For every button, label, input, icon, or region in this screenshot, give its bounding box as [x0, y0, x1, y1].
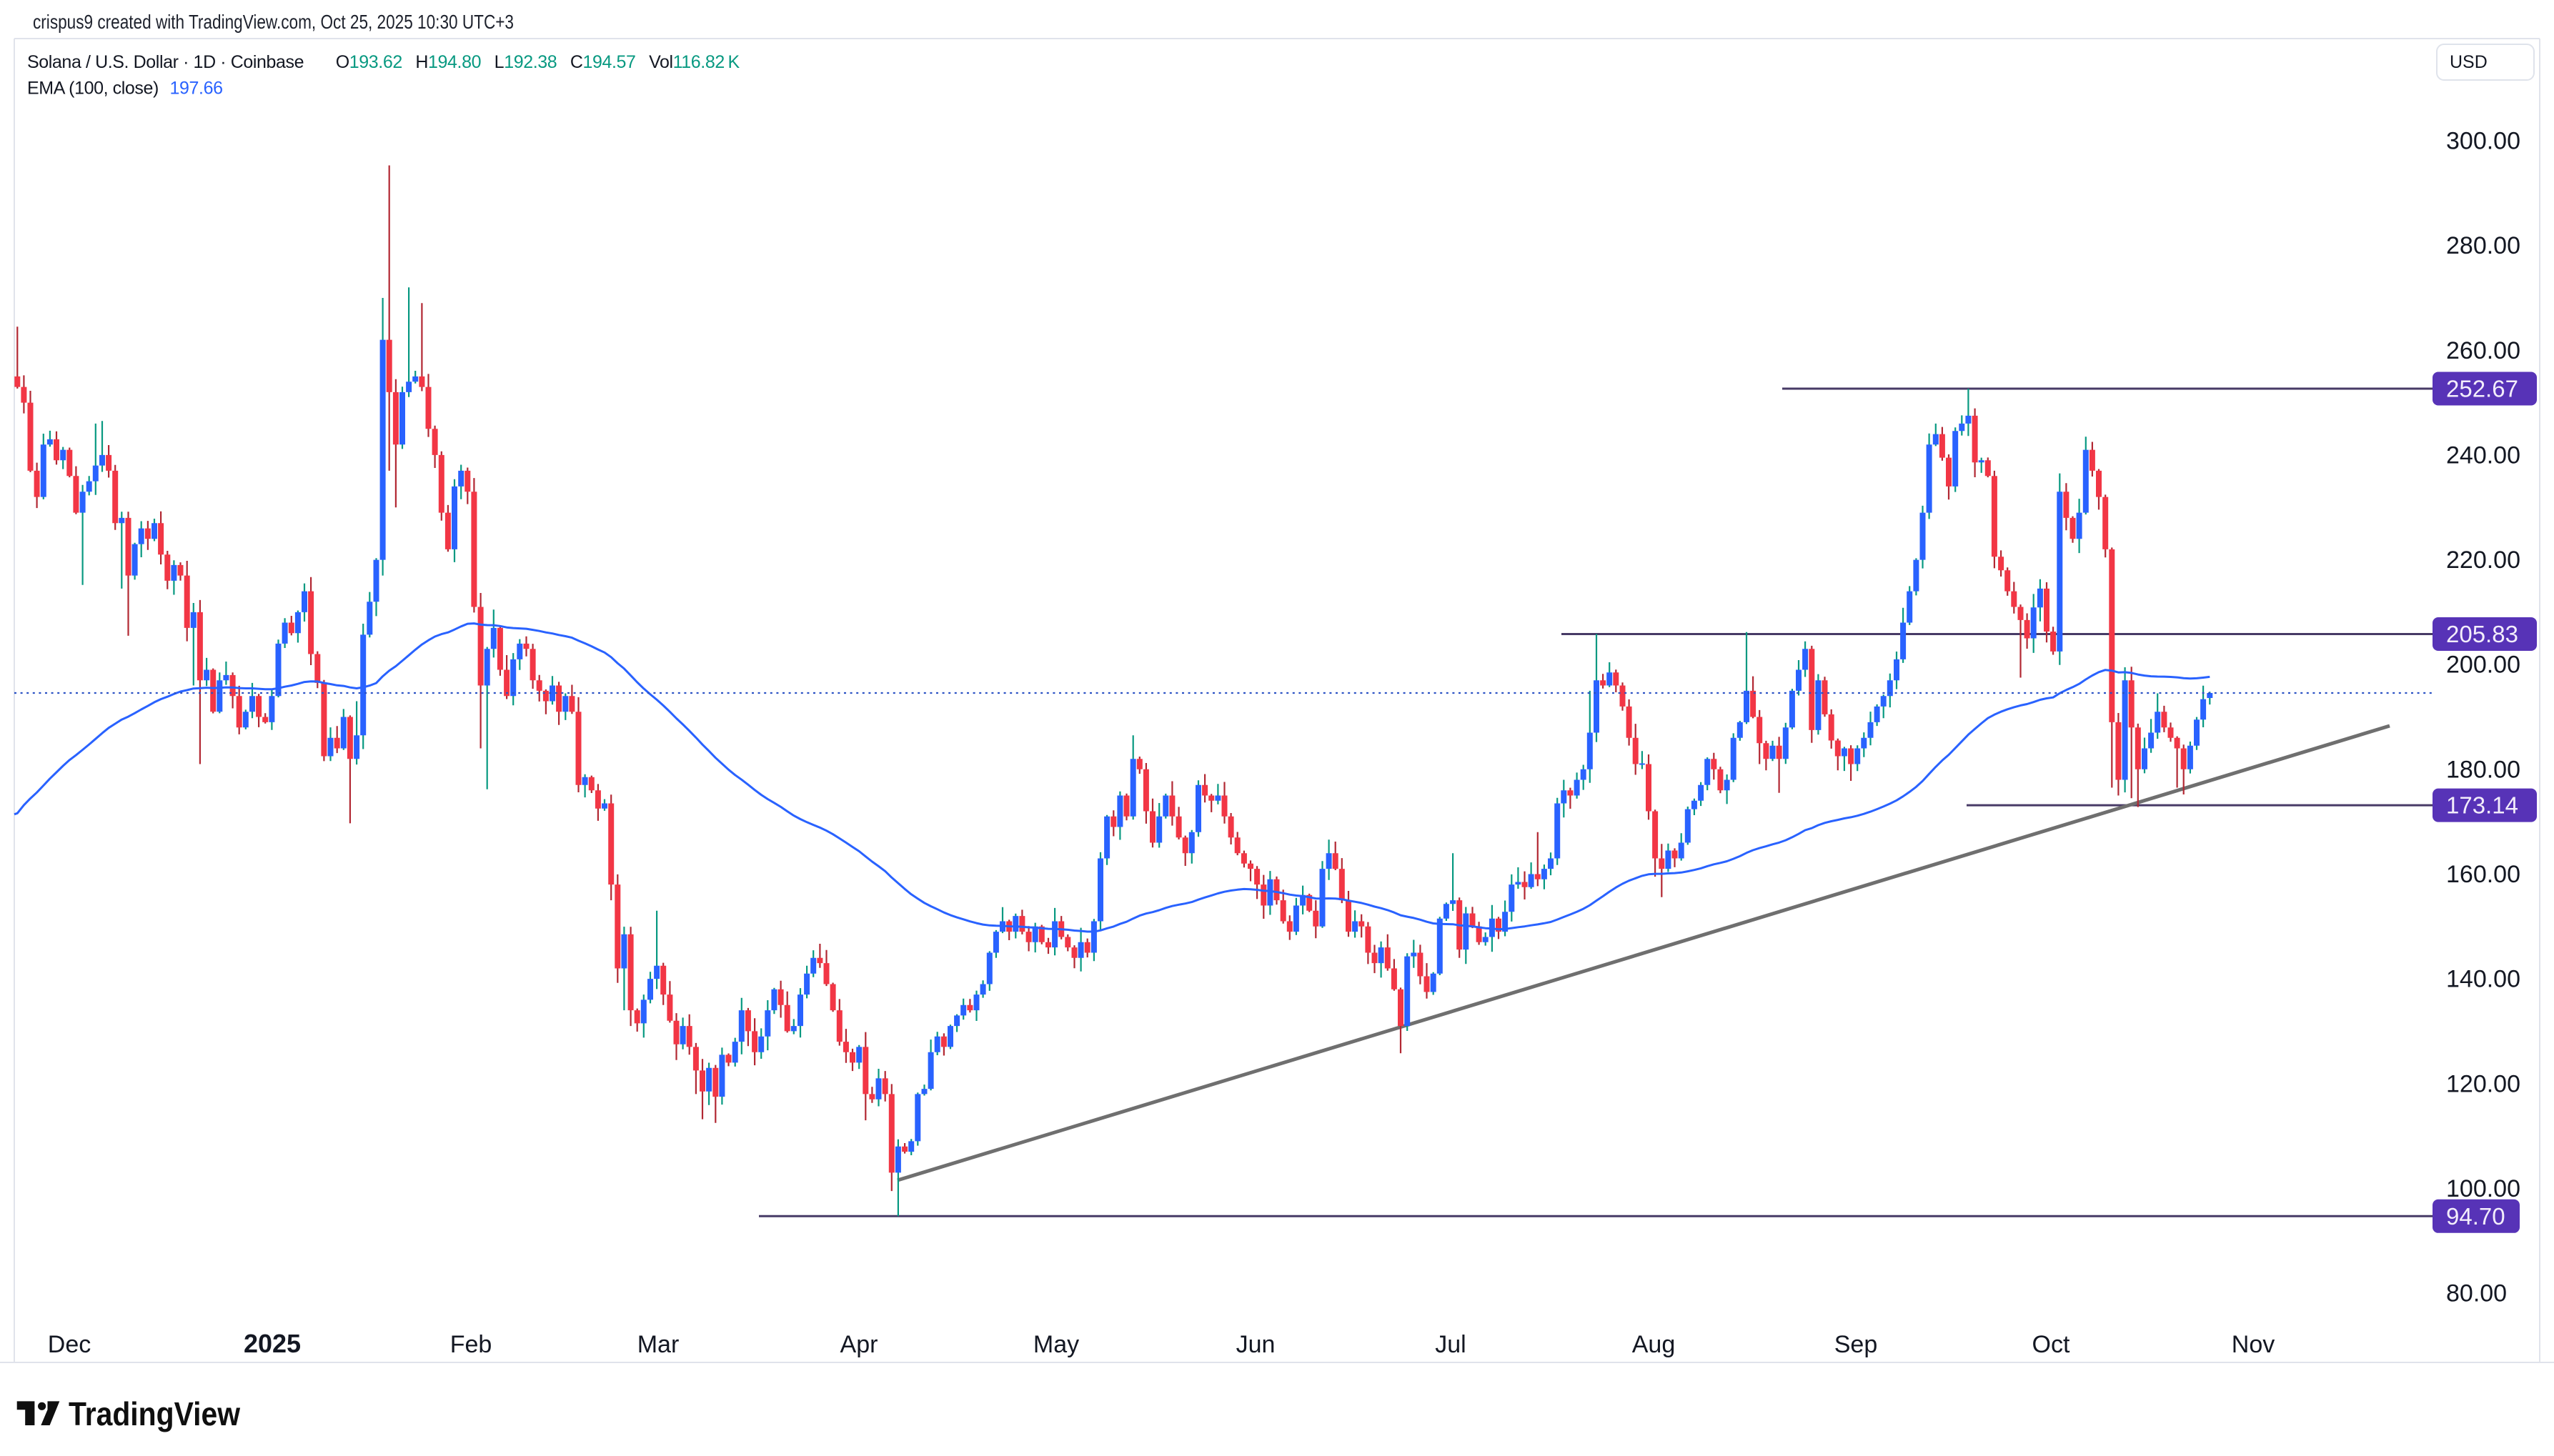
svg-text:240.00: 240.00: [2446, 442, 2520, 469]
svg-text:Dec: Dec: [48, 1331, 91, 1358]
svg-text:94.70: 94.70: [2446, 1203, 2505, 1230]
svg-text:300.00: 300.00: [2446, 128, 2520, 155]
svg-text:EMA (100, close) 197.66: EMA (100, close) 197.66: [27, 79, 223, 99]
svg-text:252.67: 252.67: [2446, 376, 2518, 402]
svg-text:2025: 2025: [244, 1329, 301, 1358]
svg-text:160.00: 160.00: [2446, 861, 2520, 888]
svg-text:Aug: Aug: [1632, 1331, 1676, 1358]
svg-text:200.00: 200.00: [2446, 652, 2520, 679]
svg-text:Apr: Apr: [840, 1331, 878, 1358]
svg-text:crispus9 created with TradingV: crispus9 created with TradingView.com, O…: [33, 11, 514, 33]
svg-text:Jul: Jul: [1435, 1331, 1466, 1358]
svg-text:140.00: 140.00: [2446, 966, 2520, 993]
svg-text:TradingView: TradingView: [69, 1395, 240, 1432]
svg-text:173.14: 173.14: [2446, 792, 2518, 819]
svg-text:Mar: Mar: [637, 1331, 680, 1358]
svg-text:120.00: 120.00: [2446, 1070, 2520, 1097]
svg-text:260.00: 260.00: [2446, 337, 2520, 364]
svg-text:80.00: 80.00: [2446, 1280, 2507, 1307]
svg-text:Solana / U.S. Dollar · 1D · Co: Solana / U.S. Dollar · 1D · Coinbase O19…: [27, 52, 740, 72]
svg-text:Jun: Jun: [1236, 1331, 1276, 1358]
svg-text:100.00: 100.00: [2446, 1175, 2520, 1202]
svg-text:Feb: Feb: [450, 1331, 492, 1358]
svg-text:205.83: 205.83: [2446, 621, 2518, 647]
svg-text:180.00: 180.00: [2446, 756, 2520, 783]
svg-text:Nov: Nov: [2232, 1331, 2275, 1358]
svg-text:220.00: 220.00: [2446, 547, 2520, 574]
svg-text:280.00: 280.00: [2446, 232, 2520, 259]
svg-text:Oct: Oct: [2032, 1331, 2070, 1358]
svg-text:May: May: [1033, 1331, 1079, 1358]
svg-text:Sep: Sep: [1834, 1331, 1878, 1358]
svg-text:USD: USD: [2450, 52, 2488, 72]
